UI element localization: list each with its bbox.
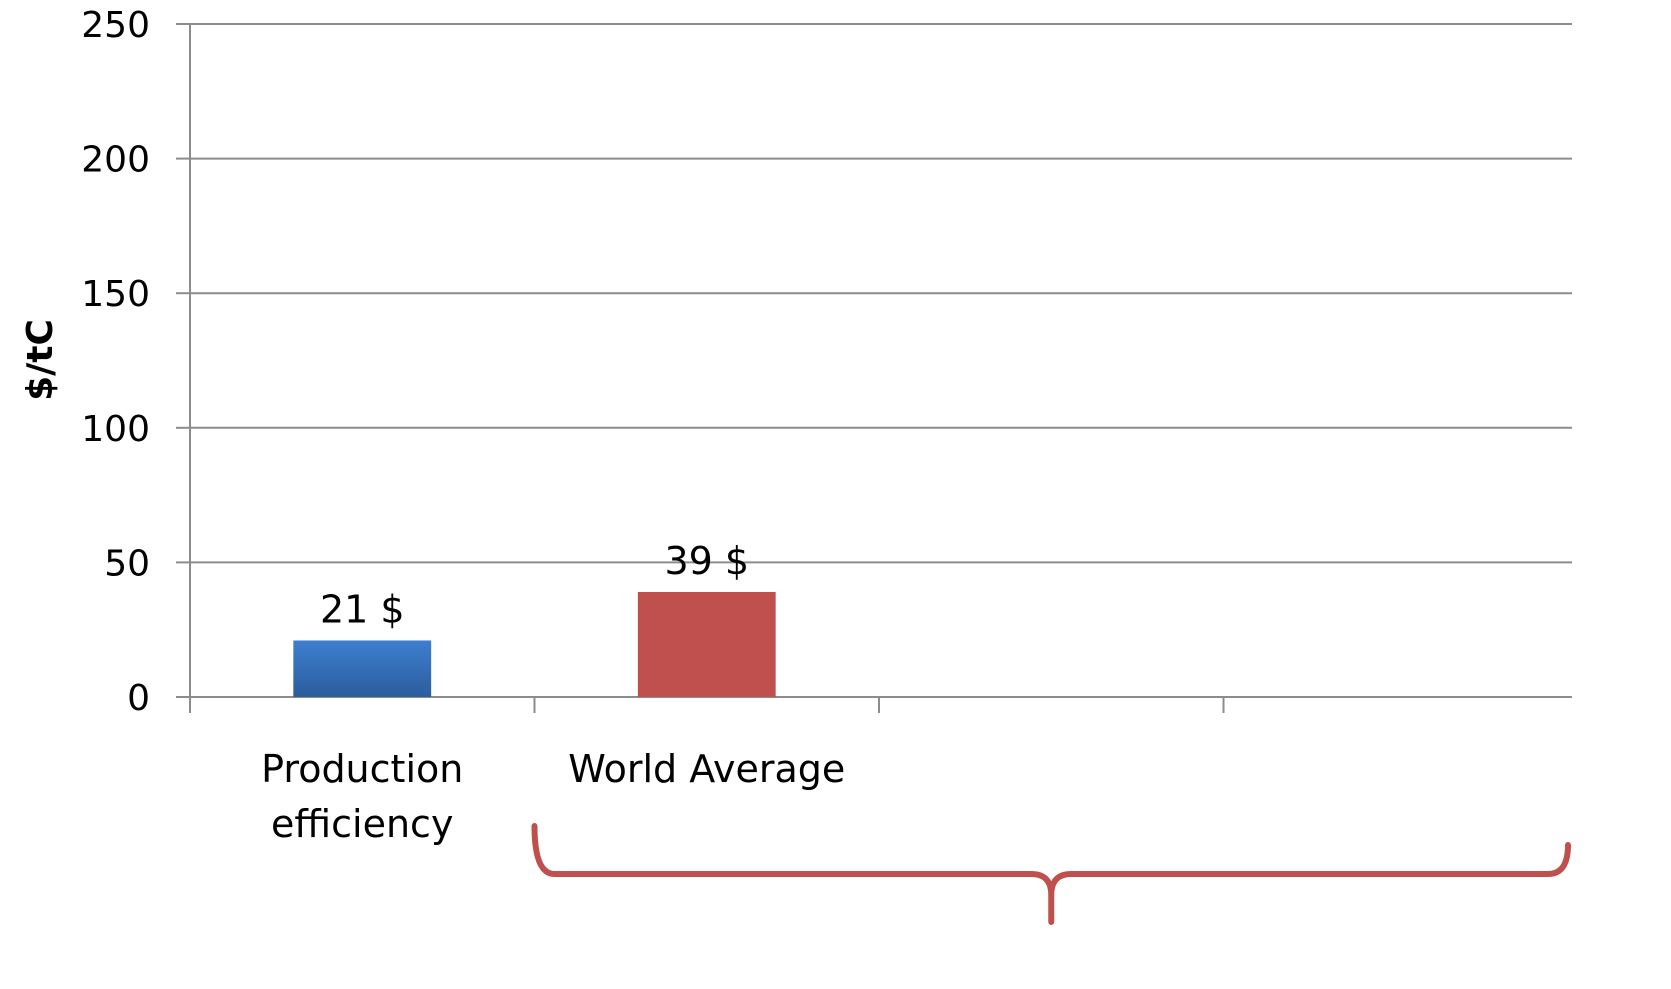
data-label: 39 $ — [664, 539, 749, 583]
gridlines — [190, 23, 1572, 564]
y-tick-label: 250 — [81, 5, 150, 46]
x-category-label: Production — [261, 747, 463, 791]
y-tick-label: 150 — [81, 274, 150, 315]
bracket-annotation — [531, 823, 1571, 925]
y-axis-title: $/tC — [20, 319, 61, 401]
x-category-label: World Average — [568, 747, 845, 791]
y-tick-label: 50 — [104, 543, 150, 584]
bar-2 — [637, 592, 776, 697]
labels: 0 50 100 150 200 250 21 $ Production efficiency 3… — [81, 5, 845, 846]
bar-1 — [293, 640, 432, 697]
x-category-label: efficiency — [271, 802, 453, 846]
y-tick-label: 100 — [81, 409, 150, 450]
y-tick-label: 0 — [127, 678, 150, 719]
data-label: 21 $ — [320, 587, 405, 631]
y-tick-label: 200 — [81, 140, 150, 181]
bars — [293, 592, 776, 697]
